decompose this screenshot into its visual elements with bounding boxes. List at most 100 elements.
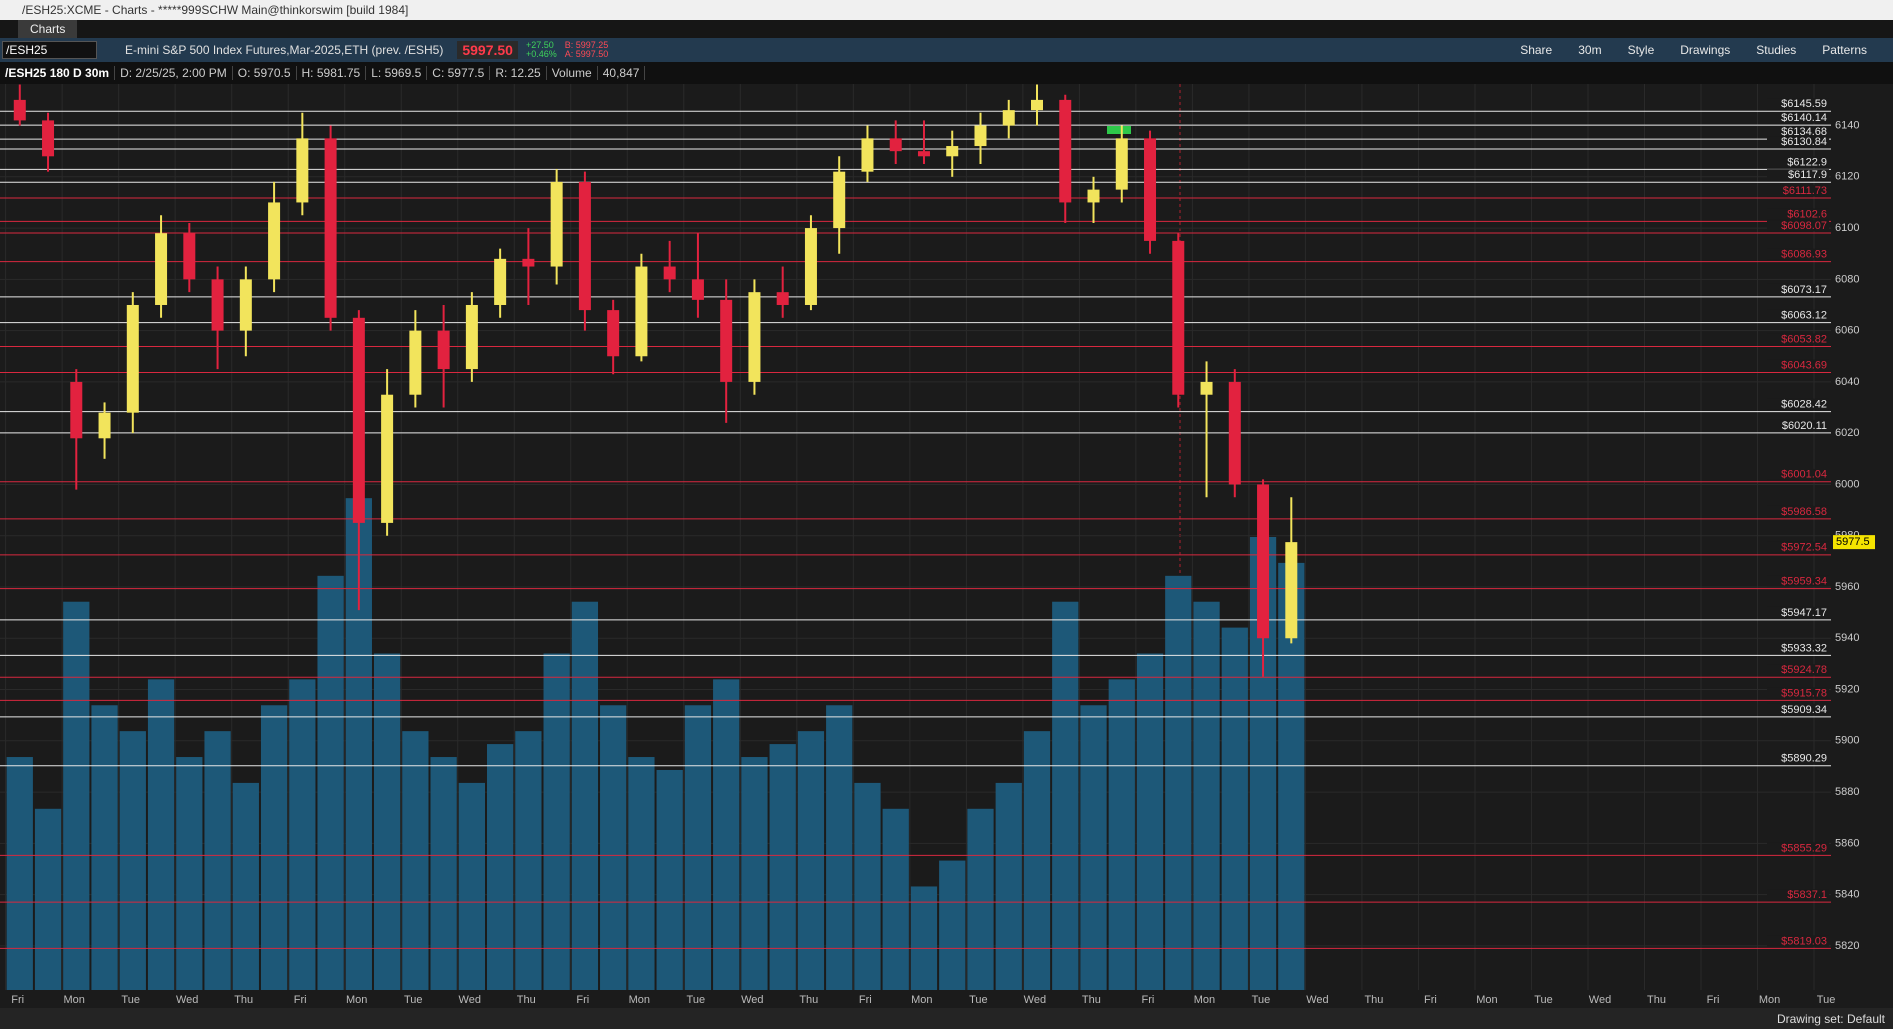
footer: Drawing set: Default — [0, 1008, 1893, 1029]
y-tick-label: 6100 — [1835, 222, 1859, 234]
volume-bar — [769, 744, 796, 990]
x-tick-label: Mon — [1759, 994, 1780, 1006]
level-label-bg — [1767, 842, 1829, 854]
level-label-bg — [1767, 642, 1829, 654]
x-tick-label: Mon — [629, 994, 650, 1006]
toolbar-button[interactable]: Share — [1520, 43, 1553, 57]
info-item: R: 12.25 — [490, 66, 547, 80]
x-tick-label: Mon — [346, 994, 367, 1006]
y-tick-label: 5860 — [1835, 837, 1859, 849]
x-tick-label: Wed — [459, 994, 481, 1006]
candle-body — [1257, 484, 1270, 639]
x-tick-label: Mon — [1194, 994, 1215, 1006]
candle-body — [1172, 240, 1185, 395]
y-tick-label: 6040 — [1835, 376, 1859, 388]
volume-bar — [1136, 653, 1164, 990]
candle-body — [550, 181, 563, 267]
x-tick-label: Thu — [1082, 994, 1101, 1006]
candle-body — [522, 258, 535, 267]
drawing-set[interactable]: Drawing set: Default — [1776, 1011, 1885, 1026]
y-tick-label: 5820 — [1835, 940, 1859, 952]
volume-bar — [1193, 601, 1220, 990]
volume-bar — [854, 782, 881, 990]
x-tick-label: Wed — [1024, 994, 1046, 1006]
volume-bar — [797, 731, 825, 990]
candle-body — [183, 233, 196, 280]
candle-body — [946, 146, 959, 157]
level-label: $5915.78 — [1781, 687, 1827, 699]
level-label-bg — [1767, 687, 1829, 699]
level-label: $6086.93 — [1781, 248, 1827, 260]
level-label-bg — [1767, 220, 1829, 232]
candle-body — [635, 266, 648, 357]
volume-bar — [684, 705, 712, 990]
level-label-bg — [1767, 419, 1829, 431]
x-tick-label: Tue — [969, 994, 988, 1006]
volume-bar — [373, 653, 401, 990]
y-tick-label: 5920 — [1835, 683, 1859, 695]
level-label-bg — [1767, 248, 1829, 260]
tab-bar: Charts — [0, 20, 1893, 38]
level-label-bg — [1767, 752, 1829, 764]
y-tick-label: 6060 — [1835, 325, 1859, 337]
toolbar-button[interactable]: Style — [1627, 43, 1655, 57]
volume-bar — [1108, 679, 1135, 990]
window-title: /ESH25:XCME - Charts - *****999SCHW Main… — [22, 3, 409, 17]
level-label-bg — [1767, 169, 1829, 181]
x-tick-label: Thu — [1364, 994, 1383, 1006]
volume-bar — [713, 679, 740, 990]
volume-bar — [6, 757, 33, 990]
toolbar-button[interactable]: 30m — [1578, 43, 1602, 57]
toolbar-button[interactable]: Drawings — [1680, 43, 1731, 57]
level-label: $6063.12 — [1781, 310, 1827, 322]
change-pct: +0.46% — [525, 49, 557, 59]
toolbar-button[interactable]: Studies — [1756, 43, 1797, 57]
level-label-bg — [1767, 935, 1829, 947]
level-label: $6102.6 — [1787, 208, 1827, 220]
candle-body — [607, 310, 620, 357]
toolbar-button[interactable]: Patterns — [1822, 43, 1867, 57]
level-label: $6098.07 — [1781, 220, 1827, 232]
x-tick-label: Tue — [121, 994, 140, 1006]
title-bar: /ESH25:XCME - Charts - *****999SCHW Main… — [0, 0, 1893, 20]
level-label-bg — [1767, 112, 1829, 124]
y-tick-label: 6000 — [1835, 478, 1859, 490]
ask: A: 5997.50 — [564, 49, 609, 59]
tab[interactable]: Charts — [18, 20, 78, 38]
candle-body — [381, 394, 394, 523]
info-item: 40,847 — [598, 66, 646, 80]
volume-bar — [1221, 627, 1248, 990]
toolbar-buttons: Share 30m Style Drawings Studies Patterns — [1520, 43, 1893, 57]
level-label: $6117.9 — [1788, 169, 1827, 181]
level-label: $5855.29 — [1781, 842, 1827, 854]
candle-body — [352, 317, 365, 523]
level-label: $6043.69 — [1781, 359, 1827, 371]
x-tick-label: Tue — [1817, 994, 1836, 1006]
candle-body — [578, 181, 591, 311]
candle-body — [239, 279, 252, 331]
volume-bar — [995, 782, 1022, 990]
last-price: 5997.50 — [457, 41, 518, 59]
level-label-bg — [1767, 136, 1829, 148]
candle-body — [465, 304, 478, 370]
symbol-input[interactable]: /ESH25 — [2, 41, 97, 59]
last-price-tag — [1833, 535, 1875, 550]
volume-bar — [232, 782, 259, 990]
x-tick-label: Fri — [294, 994, 307, 1006]
level-label-bg — [1767, 126, 1829, 138]
level-label: $5924.78 — [1781, 664, 1827, 676]
candle-body — [917, 151, 930, 157]
candle-body — [1228, 381, 1241, 485]
plot-background — [0, 84, 1893, 1008]
volume-bar — [458, 782, 486, 990]
y-tick-label: 6120 — [1835, 171, 1859, 183]
level-label-bg — [1767, 468, 1829, 480]
candle-body — [494, 258, 507, 305]
level-label-bg — [1767, 703, 1829, 715]
level-label: $6130.84 — [1781, 136, 1827, 148]
info-item: L: 5969.5 — [366, 66, 428, 80]
x-tick-label: Mon — [63, 994, 84, 1006]
x-tick-label: Wed — [1306, 994, 1328, 1006]
bid: B: 5997.25 — [564, 40, 609, 50]
